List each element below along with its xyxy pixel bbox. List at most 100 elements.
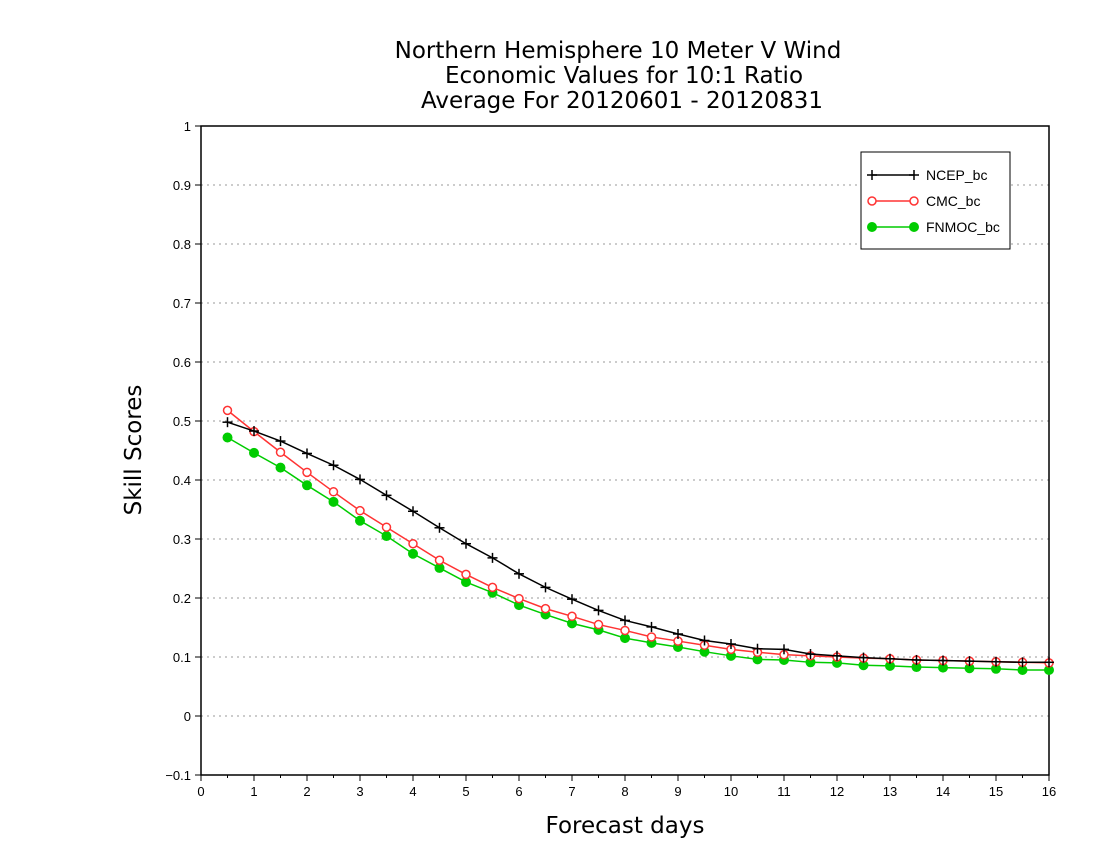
legend-marker [867, 222, 877, 232]
data-point-ncep-bc [832, 650, 842, 661]
legend-marker [909, 196, 919, 206]
data-point-ncep-bc [620, 615, 630, 626]
x-tick-label: 14 [936, 784, 950, 799]
data-point-cmc-bc [646, 632, 657, 642]
x-tick-label: 12 [830, 784, 844, 799]
x-tick-label: 8 [621, 784, 628, 799]
legend-marker [867, 196, 877, 206]
data-point-ncep-bc [514, 568, 524, 579]
x-tick-label: 7 [568, 784, 575, 799]
data-point-ncep-bc [434, 522, 445, 533]
series-fnmoc-bc [222, 432, 1054, 675]
data-point-ncep-bc [938, 655, 948, 666]
data-point-cmc-bc [275, 447, 286, 458]
series-line-fnmoc-bc [227, 436, 1049, 671]
x-tick-label: 13 [883, 784, 897, 799]
data-point-ncep-bc [911, 654, 922, 665]
data-point-cmc-bc [620, 625, 630, 636]
axis-ticks: −0.100.10.20.30.40.50.60.70.80.910 1 2 3 4 5 6… [165, 119, 1056, 799]
data-point-ncep-bc [1044, 657, 1054, 668]
legend-label-cmc-bc: CMC_bc [926, 193, 980, 209]
data-point-ncep-bc [752, 643, 763, 654]
series-ncep-bc [222, 417, 1054, 668]
y-tick-label: 1 [184, 119, 191, 134]
data-point-cmc-bc [593, 619, 604, 630]
data-point-cmc-bc [514, 593, 524, 604]
data-point-ncep-bc [699, 635, 710, 646]
data-point-cmc-bc [540, 603, 551, 614]
data-point-ncep-bc [461, 538, 471, 549]
x-tick-label: 11 [777, 784, 791, 799]
data-point-cmc-bc [222, 405, 233, 416]
data-point-ncep-bc [885, 653, 895, 664]
data-point-ncep-bc [328, 460, 339, 471]
y-tick-label: 0.8 [173, 237, 191, 252]
data-point-ncep-bc [381, 490, 392, 501]
x-tick-label: 0 [197, 784, 204, 799]
title-line-2: Economic Values for 10:1 Ratio [445, 63, 803, 89]
data-point-cmc-bc [434, 555, 445, 565]
data-point-ncep-bc [673, 628, 683, 639]
data-point-ncep-bc [779, 644, 789, 655]
data-point-ncep-bc [991, 656, 1001, 667]
x-tick-label: 4 [409, 784, 416, 799]
x-tick-label: 16 [1042, 784, 1056, 799]
x-tick-label: 1 [250, 784, 257, 799]
data-point-fnmoc-bc [222, 432, 233, 443]
series-line-cmc-bc [227, 409, 1050, 664]
legend-item-fnmoc-bc: FNMOC_bc [867, 219, 1000, 235]
data-point-ncep-bc [408, 506, 418, 517]
data-point-ncep-bc [275, 436, 286, 447]
x-tick-label: 10 [724, 784, 738, 799]
legend-items: NCEP_bc CMC_bc FNMOC_bc [867, 167, 1000, 235]
data-point-ncep-bc [540, 582, 551, 593]
legend-item-cmc-bc: CMC_bc [867, 193, 980, 209]
series-line-ncep-bc [227, 421, 1049, 664]
data-point-cmc-bc [567, 611, 577, 622]
data-point-ncep-bc [646, 621, 657, 632]
title-line-1: Northern Hemisphere 10 Meter V Wind [395, 38, 842, 64]
legend-label-ncep-bc: NCEP_bc [926, 167, 987, 183]
data-point-ncep-bc [858, 652, 869, 663]
data-point-ncep-bc [355, 474, 365, 485]
data-point-cmc-bc [355, 505, 365, 516]
data-point-cmc-bc [381, 522, 392, 532]
data-point-ncep-bc [593, 605, 604, 616]
data-point-fnmoc-bc [381, 531, 392, 542]
x-tick-label: 6 [515, 784, 522, 799]
data-point-ncep-bc [302, 448, 312, 459]
data-point-ncep-bc [726, 639, 736, 650]
y-tick-label: 0.6 [173, 355, 191, 370]
x-tick-label: 3 [356, 784, 363, 799]
y-tick-label: 0.5 [173, 414, 191, 429]
series-layer [222, 405, 1054, 675]
data-point-ncep-bc [222, 417, 233, 428]
x-tick-label: 2 [303, 784, 310, 799]
data-point-cmc-bc [408, 538, 418, 549]
x-tick-label: 15 [989, 784, 1003, 799]
data-point-ncep-bc [1017, 657, 1028, 668]
data-point-fnmoc-bc [408, 548, 418, 559]
y-tick-label: 0.2 [173, 591, 191, 606]
data-point-ncep-bc [805, 649, 816, 660]
data-point-cmc-bc [328, 487, 339, 497]
y-tick-label: 0.7 [173, 296, 191, 311]
data-point-fnmoc-bc [355, 515, 365, 526]
y-tick-label: 0.3 [173, 532, 191, 547]
data-point-fnmoc-bc [249, 447, 259, 458]
legend-marker [867, 170, 877, 180]
x-axis-title: Forecast days [546, 813, 705, 839]
data-point-fnmoc-bc [275, 462, 286, 473]
data-point-ncep-bc [964, 656, 975, 667]
legend-item-ncep-bc: NCEP_bc [867, 167, 987, 183]
y-axis-title: Skill Scores [121, 385, 147, 516]
data-point-cmc-bc [302, 467, 312, 478]
title-line-3: Average For 20120601 - 20120831 [421, 88, 823, 114]
y-tick-label: 0.9 [173, 178, 191, 193]
legend-marker [909, 170, 919, 180]
y-tick-label: 0 [184, 709, 191, 724]
data-point-ncep-bc [487, 552, 498, 563]
y-tick-label: 0.4 [173, 473, 191, 488]
data-point-cmc-bc [461, 569, 471, 580]
x-tick-label: 9 [674, 784, 681, 799]
